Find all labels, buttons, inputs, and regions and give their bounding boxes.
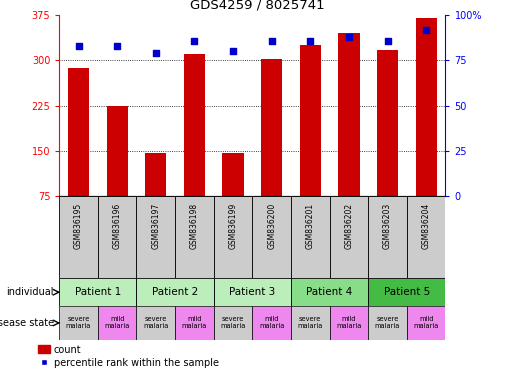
Bar xyxy=(291,196,330,278)
Point xyxy=(268,38,276,44)
Text: mild
malaria: mild malaria xyxy=(182,316,207,329)
Bar xyxy=(330,306,368,340)
Bar xyxy=(291,306,330,340)
Point xyxy=(191,38,199,44)
Text: GSM836203: GSM836203 xyxy=(383,202,392,249)
Text: GDS4259 / 8025741: GDS4259 / 8025741 xyxy=(190,0,325,12)
Text: GSM836197: GSM836197 xyxy=(151,202,160,249)
Bar xyxy=(214,278,291,306)
Bar xyxy=(175,196,214,278)
Text: mild
malaria: mild malaria xyxy=(414,316,439,329)
Text: GSM836199: GSM836199 xyxy=(229,202,237,249)
Bar xyxy=(330,196,368,278)
Bar xyxy=(68,68,89,196)
Bar xyxy=(368,278,445,306)
Bar xyxy=(107,106,128,196)
Point xyxy=(229,48,237,55)
Bar xyxy=(338,33,359,196)
Bar xyxy=(98,306,136,340)
Point xyxy=(306,38,314,44)
Bar xyxy=(252,196,291,278)
Bar xyxy=(368,306,407,340)
Text: GSM836198: GSM836198 xyxy=(190,202,199,248)
Bar xyxy=(222,153,244,196)
Text: severe
malaria: severe malaria xyxy=(298,316,323,329)
Bar xyxy=(377,50,398,196)
Text: severe
malaria: severe malaria xyxy=(143,316,168,329)
Legend: count, percentile rank within the sample: count, percentile rank within the sample xyxy=(38,345,219,367)
Text: mild
malaria: mild malaria xyxy=(336,316,362,329)
Text: GSM836202: GSM836202 xyxy=(345,202,353,248)
Bar xyxy=(98,196,136,278)
Text: individual: individual xyxy=(7,287,54,297)
Bar xyxy=(214,196,252,278)
Text: GSM836200: GSM836200 xyxy=(267,202,276,249)
Bar xyxy=(261,59,282,196)
Bar xyxy=(175,306,214,340)
Bar xyxy=(252,306,291,340)
Bar xyxy=(407,306,445,340)
Text: GSM836201: GSM836201 xyxy=(306,202,315,248)
Text: Patient 3: Patient 3 xyxy=(229,287,276,297)
Bar xyxy=(136,278,214,306)
Point xyxy=(152,50,160,56)
Text: GSM836195: GSM836195 xyxy=(74,202,83,249)
Bar xyxy=(291,278,368,306)
Bar xyxy=(136,196,175,278)
Text: disease state: disease state xyxy=(0,318,54,328)
Point xyxy=(422,27,431,33)
Text: severe
malaria: severe malaria xyxy=(375,316,400,329)
Text: Patient 1: Patient 1 xyxy=(75,287,121,297)
Point xyxy=(113,43,122,49)
Bar xyxy=(368,196,407,278)
Bar xyxy=(184,55,205,196)
Bar xyxy=(59,278,136,306)
Text: mild
malaria: mild malaria xyxy=(259,316,284,329)
Point xyxy=(383,38,392,44)
Bar xyxy=(416,18,437,196)
Text: severe
malaria: severe malaria xyxy=(220,316,246,329)
Text: severe
malaria: severe malaria xyxy=(66,316,91,329)
Point xyxy=(74,43,82,49)
Bar xyxy=(407,196,445,278)
Text: mild
malaria: mild malaria xyxy=(105,316,130,329)
Text: Patient 4: Patient 4 xyxy=(306,287,353,297)
Bar xyxy=(214,306,252,340)
Bar xyxy=(136,306,175,340)
Bar xyxy=(59,196,98,278)
Text: Patient 2: Patient 2 xyxy=(152,287,198,297)
Point xyxy=(345,34,353,40)
Bar xyxy=(300,45,321,196)
Bar xyxy=(145,153,166,196)
Bar xyxy=(59,306,98,340)
Text: GSM836204: GSM836204 xyxy=(422,202,431,249)
Text: Patient 5: Patient 5 xyxy=(384,287,430,297)
Text: GSM836196: GSM836196 xyxy=(113,202,122,249)
